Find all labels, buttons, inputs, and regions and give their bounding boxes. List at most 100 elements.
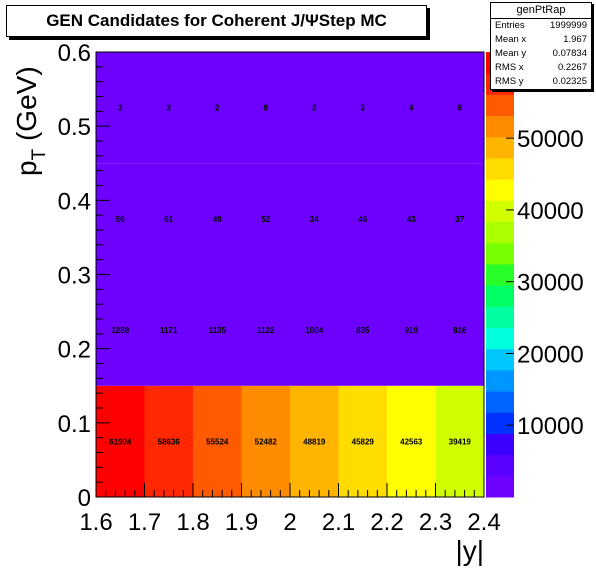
heatmap-cell (144, 274, 193, 386)
color-scale-band (486, 475, 514, 498)
stats-row-mean-y: Mean y 0.07834 (491, 47, 591, 61)
cell-value-label: 3 (167, 104, 172, 113)
x-tick-label: 1.7 (128, 509, 161, 536)
heatmap-cell (193, 52, 242, 164)
stats-label: RMS y (495, 76, 524, 87)
color-scale-band (486, 157, 514, 180)
color-scale-band (486, 348, 514, 371)
cell-value-label: 48819 (303, 437, 326, 446)
y-axis-title-sub: T (29, 148, 50, 160)
heatmap-cell (290, 52, 339, 164)
cell-value-label: 52482 (255, 437, 278, 446)
color-scale-band (486, 115, 514, 138)
color-scale-band (486, 327, 514, 350)
heatmap-cell (241, 52, 290, 164)
cell-value-label: 46 (358, 215, 367, 224)
chart-title: GEN Candidates for Coherent J/ΨStep MC (6, 5, 427, 37)
stats-value: 1999999 (550, 20, 587, 31)
heatmap-cell (435, 274, 484, 386)
color-scale-band (486, 179, 514, 201)
heatmap-cell (387, 52, 436, 164)
cell-value-label: 52 (261, 215, 270, 224)
heatmap-cell (290, 163, 339, 275)
stats-row-rms-y: RMS y 0.02325 (491, 75, 591, 89)
cell-value-label: 58636 (158, 437, 181, 446)
cell-value-label: 61 (164, 215, 173, 224)
heatmap-cell (144, 385, 193, 497)
stats-box: genPtRap Entries 1999999 Mean x 1.967 Me… (490, 2, 592, 90)
heatmap-cell (387, 163, 436, 275)
color-scale-band (486, 221, 514, 244)
stats-row-rms-x: RMS x 0.2267 (491, 61, 591, 75)
cell-value-label: 1122 (257, 326, 275, 335)
z-tick-label: 50000 (517, 126, 584, 153)
x-tick-label: 1.9 (225, 509, 258, 536)
cell-value-label: 2 (215, 104, 220, 113)
heatmap-cell (96, 163, 145, 275)
y-tick-label: 0.3 (58, 263, 91, 290)
color-scale-band (486, 263, 514, 286)
cell-value-label: 1171 (160, 326, 178, 335)
stats-name: genPtRap (491, 3, 591, 19)
color-scale-band (486, 433, 514, 456)
z-tick-label: 30000 (517, 270, 584, 297)
cell-value-label: 55524 (206, 437, 229, 446)
heatmap-cell (144, 52, 193, 164)
heatmap-cell (338, 274, 387, 386)
cell-value-label: 835 (356, 326, 370, 335)
cell-value-label: 1004 (305, 326, 323, 335)
y-tick-label: 0.4 (58, 188, 91, 215)
y-tick-label: 0.2 (58, 337, 91, 364)
heatmap-cell (435, 52, 484, 164)
stats-label: Entries (495, 20, 525, 31)
heatmap-cell (435, 163, 484, 275)
stats-value: 1.967 (563, 34, 587, 45)
x-axis-title: |y| (455, 535, 484, 566)
x-tick-label: 2.4 (467, 509, 500, 536)
heatmap-cell (144, 163, 193, 275)
cell-value-label: 1135 (209, 326, 227, 335)
color-scale-band (486, 454, 514, 477)
cell-value-label: 6 (458, 104, 463, 113)
cell-value-label: 49 (213, 215, 222, 224)
heatmap-cell (290, 385, 339, 497)
z-tick-label: 20000 (517, 341, 584, 368)
x-tick-label: 2 (283, 509, 296, 536)
stats-label: Mean y (495, 48, 527, 59)
stats-value: 0.02325 (552, 76, 587, 87)
heatmap-cell (435, 385, 484, 497)
stats-label: RMS x (495, 62, 524, 73)
y-tick-label: 0 (78, 485, 91, 512)
cell-value-label: 816 (453, 326, 467, 335)
heatmap-cell (338, 385, 387, 497)
z-tick-label: 40000 (517, 198, 584, 225)
color-scale-band (486, 306, 514, 328)
cell-value-label: 42563 (400, 437, 423, 446)
stats-row-entries: Entries 1999999 (491, 19, 591, 33)
cell-value-label: 39419 (449, 437, 472, 446)
heatmap-cell (96, 385, 145, 497)
y-tick-label: 0.1 (58, 411, 91, 438)
y-tick-label: 0.6 (58, 40, 91, 67)
cell-value-label: 45829 (352, 437, 375, 446)
color-scale-band (486, 94, 514, 117)
y-axis-title-main: p (11, 160, 42, 176)
x-tick-label: 1.6 (79, 509, 112, 536)
x-tick-label: 2.2 (370, 509, 403, 536)
cell-value-label: 56 (116, 215, 125, 224)
heatmap-cell (96, 274, 145, 386)
heatmap-cell (387, 385, 436, 497)
heatmap-cell (290, 274, 339, 386)
cell-value-label: 2 (361, 104, 366, 113)
color-scale-band (486, 242, 514, 265)
heatmap-cell (241, 274, 290, 386)
heatmap-cell (241, 385, 290, 497)
z-tick-label: 10000 (517, 413, 584, 440)
color-scale-band (486, 391, 514, 413)
cell-value-label: 1288 (111, 326, 129, 335)
stats-value: 0.2267 (557, 62, 587, 73)
cell-value-label: 8 (264, 104, 269, 113)
y-axis-title: pT (GeV) (11, 66, 50, 176)
cell-value-label: 34 (310, 215, 319, 224)
